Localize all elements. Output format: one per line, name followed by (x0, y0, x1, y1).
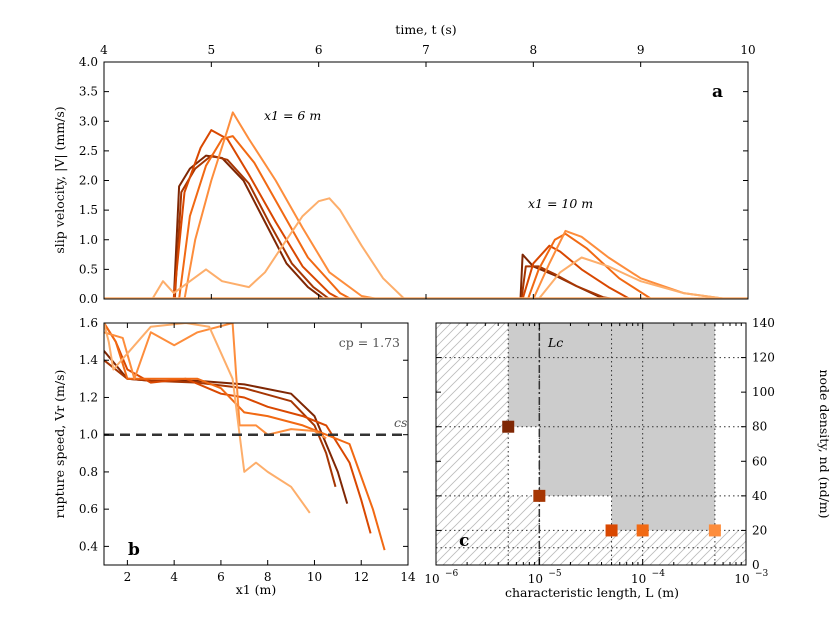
rupture-speed-line (104, 323, 372, 534)
y-tick-label: 0.4 (79, 539, 98, 553)
x-tick-label: 8 (264, 570, 272, 584)
top-tick-label: 7 (422, 43, 430, 57)
panel-b-letter: b (128, 540, 140, 560)
cp-label: cp = 1.73 (339, 335, 400, 350)
top-tick-label: 9 (637, 43, 645, 57)
y-tick-label: 1.4 (79, 353, 98, 367)
hatched-region-low-density (436, 530, 746, 565)
slip-velocity-line (532, 229, 727, 299)
x-tick-exponent: −4 (652, 569, 666, 579)
x-tick-label: 10 (307, 570, 322, 584)
slip-velocity-line (527, 232, 652, 299)
x-tick-label: 4 (170, 570, 178, 584)
panel-a-top-axis-label: time, t (s) (395, 22, 456, 37)
annotation-x1-6m: x1 = 6 m (264, 108, 321, 123)
rupture-speed-line (104, 350, 349, 504)
slip-velocity-line (172, 154, 325, 299)
y-tick-label: 0 (752, 558, 760, 572)
x-tick-label: 6 (217, 570, 225, 584)
lc-label: Lc (547, 335, 563, 350)
slip-velocity-line (521, 244, 631, 299)
cs-label: cs (394, 415, 407, 430)
panel-a-y-axis-label: slip velocity, |V| (mm/s) (52, 106, 67, 253)
y-tick-label: 20 (752, 523, 767, 537)
slip-velocity-line (537, 256, 727, 299)
y-tick-label: 100 (752, 385, 775, 399)
y-tick-label: 0.6 (79, 502, 98, 516)
panel-b: 2 4 6 8 10 12 14 0.4 0.6 0.8 1.0 1.2 1.4 1.6 x1 (m) r… (52, 316, 416, 597)
y-tick-label: 1.0 (79, 428, 98, 442)
panel-c-letter: c (459, 531, 469, 551)
x-tick-label: 10 (424, 572, 439, 586)
y-tick-label: 40 (752, 489, 767, 503)
x-tick-label: 10 (631, 572, 646, 586)
y-tick-label: 1.2 (79, 390, 98, 404)
x-tick-exponent: −6 (445, 569, 459, 579)
y-tick-label: 0.0 (79, 292, 98, 306)
rupture-speed-line (104, 323, 311, 514)
y-tick-label: 80 (752, 420, 767, 434)
slip-velocity-line (183, 111, 378, 299)
panel-a: 4 5 6 7 8 9 10 0.0 0.5 1.0 1.5 2.0 2.5 3.0 3.5 4.0 time… (52, 22, 756, 306)
slip-velocity-line (151, 197, 406, 299)
x-tick-exponent: −3 (755, 569, 769, 579)
panel-c: 10 −6 10 −5 10 −4 10 −30 20 40 60 80 100 120 140 chara… (424, 316, 830, 600)
marker-point (636, 524, 649, 537)
x-tick-label: 10 (528, 572, 543, 586)
slip-velocity-line (520, 265, 614, 299)
y-tick-label: 2.5 (79, 144, 98, 158)
y-tick-label: 3.0 (79, 114, 98, 128)
panel-c-x-axis-label: characteristic length, L (m) (505, 585, 679, 600)
panel-c-y-axis-label: node density, nd (nd/m) (817, 369, 830, 518)
slip-velocity-line (172, 129, 341, 299)
y-tick-label: 2.0 (79, 174, 98, 188)
y-tick-label: 60 (752, 454, 767, 468)
x-tick-label: 14 (400, 570, 416, 584)
top-tick-label: 4 (100, 43, 108, 57)
x-tick-label: 10 (734, 572, 749, 586)
y-tick-label: 0.5 (79, 262, 98, 276)
panel-b-x-axis-label: x1 (m) (236, 582, 277, 597)
x-tick-label: 2 (124, 570, 132, 584)
panel-b-y-axis-label: rupture speed, Vr (m/s) (52, 370, 67, 519)
marker-point (708, 524, 721, 537)
y-tick-label: 120 (752, 351, 775, 365)
marker-point (605, 524, 618, 537)
rupture-speed-line (104, 323, 327, 440)
marker-point (533, 489, 546, 502)
y-tick-label: 0.8 (79, 465, 98, 479)
x-tick-label: 12 (354, 570, 369, 584)
y-tick-label: 1.6 (79, 316, 98, 330)
slip-velocity-line (178, 135, 352, 299)
rupture-speed-line (104, 323, 386, 551)
y-tick-label: 1.0 (79, 233, 98, 247)
marker-point (502, 420, 515, 433)
x-tick-exponent: −5 (548, 569, 562, 579)
top-tick-label: 8 (530, 43, 538, 57)
top-tick-label: 5 (208, 43, 216, 57)
y-tick-label: 4.0 (79, 55, 98, 69)
panel-a-letter: a (712, 82, 723, 102)
top-tick-label: 6 (315, 43, 323, 57)
y-tick-label: 140 (752, 316, 775, 330)
y-tick-label: 1.5 (79, 203, 98, 217)
y-tick-label: 3.5 (79, 85, 98, 99)
annotation-x1-10m: x1 = 10 m (528, 196, 593, 211)
top-tick-label: 10 (740, 43, 755, 57)
